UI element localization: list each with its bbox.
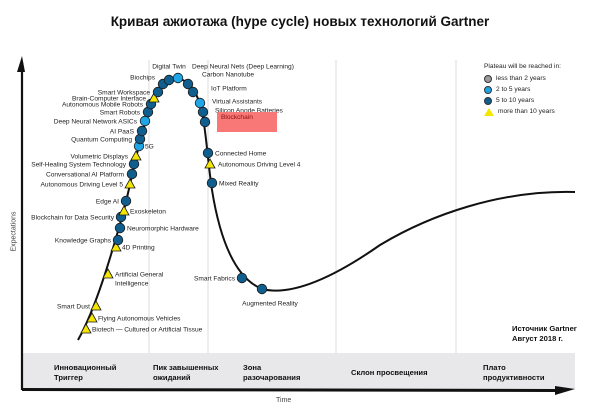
point-label: Smart Fabrics <box>194 276 236 283</box>
point-label: Biochips <box>130 75 156 82</box>
legend-item-2-5: 2 to 5 years <box>484 84 561 95</box>
highlight-label: Blockchain <box>221 114 253 121</box>
circle-marker-icon <box>197 106 209 118</box>
phase-peak: Пик завышенных ожиданий <box>153 363 219 382</box>
point-label: Exoskeleton <box>130 209 166 216</box>
point-label: IoT Platform <box>211 86 247 93</box>
triangle-marker-icon <box>204 158 216 169</box>
triangle-marker-icon <box>148 92 160 103</box>
triangle-marker-icon <box>90 300 102 311</box>
point-label: 5G <box>145 144 154 151</box>
point-label: Knowledge Graphs <box>55 238 112 245</box>
phase-plateau: Плато продуктивности <box>483 363 545 382</box>
yellow-triangle-icon <box>484 107 494 116</box>
circle-marker-icon <box>256 283 268 295</box>
point-label: Mixed Reality <box>219 181 259 188</box>
x-axis-label: Time <box>276 397 292 404</box>
circle-marker-icon <box>187 86 199 98</box>
point-label: Smart Robots <box>100 110 141 117</box>
point-label: Connected Home <box>215 151 267 158</box>
circle-marker-icon <box>126 168 138 180</box>
point-label: AI PaaS <box>110 129 135 136</box>
point-label: Artificial General <box>115 272 164 279</box>
source-note: Источник Gartner Август 2018 г. <box>512 324 577 343</box>
triangle-marker-icon <box>86 312 98 323</box>
phase-innovation-trigger: Инновационный Триггер <box>54 363 117 382</box>
triangle-marker-icon <box>80 323 92 334</box>
circle-marker-icon <box>199 116 211 128</box>
point-label: Blockchain for Data Security <box>31 215 115 222</box>
point-label: Deep Neural Network ASICs <box>54 119 138 126</box>
point-label: Quantum Computing <box>71 137 132 144</box>
phase-trough: Зона разочарования <box>243 363 301 382</box>
point-label: Brain-Computer Interface <box>72 96 146 103</box>
point-label: Silicon Anode Batteries <box>215 108 284 115</box>
triangle-marker-icon <box>118 205 130 216</box>
triangle-marker-icon <box>102 268 114 279</box>
triangle-marker-icon <box>110 241 122 252</box>
point-label: Deep Neural Nets (Deep Learning) <box>192 64 294 71</box>
circle-marker-icon <box>202 147 214 159</box>
point-label: Carbon Nanotube <box>202 72 254 79</box>
point-label: Neuromorphic Hardware <box>127 226 199 233</box>
point-label: 4D Printing <box>122 245 155 252</box>
point-label: Volumetric Displays <box>70 154 128 161</box>
point-label: Edge AI <box>96 199 119 206</box>
legend-title: Plateau will be reached in: <box>484 63 561 70</box>
legend-item-5-10: 5 to 10 years <box>484 95 561 106</box>
point-label: Flying Autonomous Vehicles <box>98 316 181 323</box>
circle-marker-icon <box>163 74 175 86</box>
chart-title: Кривая ажиотажа (hype cycle) новых техно… <box>110 14 490 29</box>
circle-marker-icon <box>152 86 164 98</box>
circle-marker-icon <box>206 177 218 189</box>
phase-slope: Склон просвещения <box>351 368 428 377</box>
y-axis-label: Expectations <box>10 211 18 252</box>
light-blue-circle-icon <box>484 85 492 94</box>
point-label: Smart Dust <box>57 304 90 311</box>
point-label: Smart Workspace <box>98 90 151 97</box>
technology-points: Biotech — Cultured or Artificial Tissue F… <box>31 64 301 334</box>
circle-marker-icon <box>172 72 184 84</box>
triangle-marker-icon <box>130 150 142 161</box>
point-label: Autonomous Driving Level 5 <box>41 182 124 189</box>
circle-marker-icon <box>128 158 140 170</box>
phase-band <box>22 353 575 389</box>
circle-marker-icon <box>236 272 248 284</box>
point-label: Autonomous Mobile Robots <box>62 102 144 109</box>
legend: Plateau will be reached in: less than 2 … <box>484 63 561 117</box>
highlight-box <box>217 112 277 132</box>
x-axis-arrow-icon <box>22 386 575 395</box>
triangle-marker-icon <box>124 178 136 189</box>
point-label: Virtual Assistants <box>212 99 263 106</box>
point-label: Augmented Reality <box>242 301 298 308</box>
point-label: Autonomous Driving Level 4 <box>218 162 301 169</box>
dark-blue-circle-icon <box>484 96 492 105</box>
point-label: Digital Twin <box>152 64 186 71</box>
legend-item-less-2: less than 2 years <box>484 73 561 84</box>
point-label: Intelligence <box>115 281 149 288</box>
point-label: Conversational AI Platform <box>46 172 125 179</box>
circle-marker-icon <box>120 195 132 207</box>
circle-marker-icon <box>139 115 151 127</box>
gray-circle-icon <box>484 74 492 83</box>
circle-marker-icon <box>182 78 194 90</box>
circle-marker-icon <box>136 125 148 137</box>
point-label: Biotech — Cultured or Artificial Tissue <box>92 327 203 334</box>
circle-marker-icon <box>112 234 124 246</box>
circle-marker-icon <box>114 222 126 234</box>
legend-item-10-plus: more than 10 years <box>484 106 561 117</box>
y-axis-arrow-icon <box>17 56 25 72</box>
point-label: Self-Healing System Technology <box>31 162 127 169</box>
circle-marker-icon <box>194 97 206 109</box>
